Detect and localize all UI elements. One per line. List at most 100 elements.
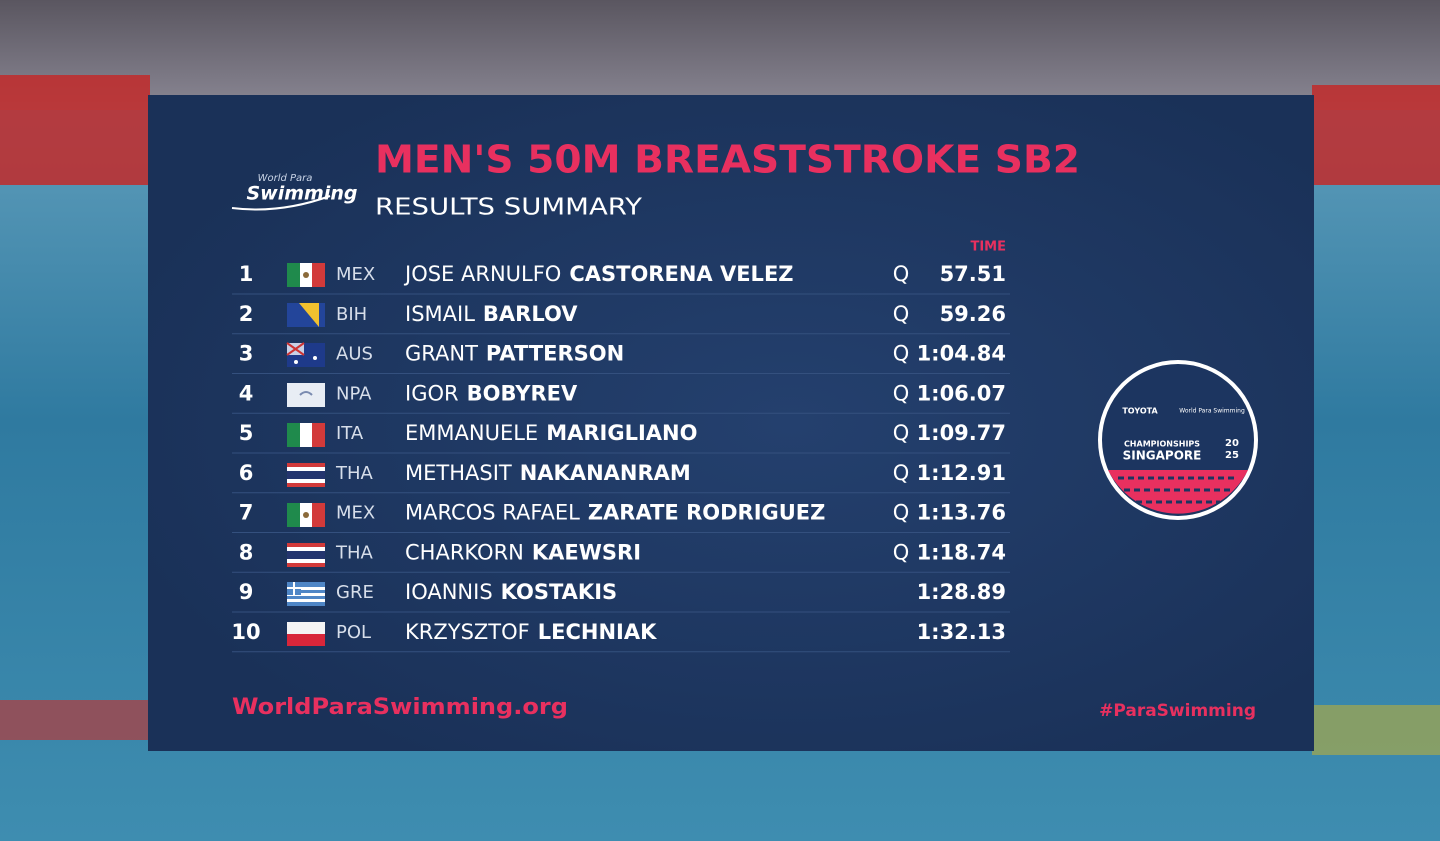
first-name: EMMANUELE: [405, 421, 538, 445]
time: 59.26: [940, 302, 1006, 326]
time: 1:18.74: [917, 540, 1006, 564]
flag: [287, 503, 325, 527]
qualifier: Q: [893, 501, 910, 525]
rank: 2: [239, 302, 254, 326]
rank: 3: [239, 342, 254, 366]
athlete-name: GRANT PATTERSON: [405, 342, 624, 366]
rank: 8: [239, 540, 254, 564]
flag: [287, 383, 325, 407]
last-name: BOBYREV: [467, 381, 578, 405]
rank: 10: [231, 620, 260, 644]
flag: [286, 342, 325, 367]
qualifier: Q: [893, 302, 910, 326]
logo-swoosh: [231, 195, 331, 211]
country-code: THA: [335, 542, 374, 563]
athlete-name: CHARKORN KAEWSRI: [405, 540, 641, 564]
badge-line1: CHAMPIONSHIPS: [1124, 440, 1200, 449]
time: 57.51: [940, 262, 1006, 286]
country-code: NPA: [336, 383, 372, 404]
first-name: METHASIT: [405, 461, 512, 485]
athlete-name: IOANNIS KOSTAKIS: [405, 580, 617, 604]
first-name: IOANNIS: [405, 580, 493, 604]
results-table: 1 MEX JOSE ARNULFO CASTORENA VELEZ Q 57.51 2 BI…: [231, 262, 1010, 653]
last-name: ZARATE RODRIGUEZ: [588, 501, 826, 525]
flag: [287, 263, 325, 287]
flag: [287, 303, 325, 327]
flags: [286, 263, 325, 646]
flag: [287, 622, 325, 646]
flag: [287, 543, 325, 567]
badge-year-top: 20: [1225, 438, 1239, 449]
time: 1:28.89: [917, 580, 1006, 604]
footer-website: WorldParaSwimming.org: [232, 695, 568, 720]
qualifier: Q: [893, 421, 910, 445]
country-code: MEX: [336, 503, 375, 524]
badge-brand: World Para Swimming: [1179, 408, 1245, 415]
athlete-name: KRZYSZTOF LECHNIAK: [405, 620, 657, 644]
athlete-name: IGOR BOBYREV: [405, 381, 578, 405]
first-name: JOSE ARNULFO: [403, 262, 561, 286]
country-code: ITA: [336, 423, 364, 444]
lane-rope: [1312, 85, 1440, 185]
last-name: CASTORENA VELEZ: [569, 262, 793, 286]
rank: 5: [239, 421, 254, 445]
logo-top: World Para: [258, 173, 313, 184]
first-name: CHARKORN: [405, 540, 524, 564]
badge-sponsor: TOYOTA: [1122, 407, 1158, 416]
qualifier: Q: [893, 342, 910, 366]
country-code: AUS: [336, 344, 373, 365]
rank: 7: [239, 501, 254, 525]
time: 1:32.13: [917, 620, 1006, 644]
country-code: POL: [336, 622, 371, 643]
last-name: BARLOV: [483, 302, 578, 326]
qualifier: Q: [893, 381, 910, 405]
championship-badge: TOYOTA World Para Swimming CHAMPIONSHIPS…: [1098, 360, 1258, 520]
time: 1:09.77: [917, 421, 1006, 445]
time: 1:04.84: [917, 342, 1006, 366]
last-name: PATTERSON: [486, 342, 624, 366]
first-name: IGOR: [405, 381, 459, 405]
subtitle: RESULTS SUMMARY: [375, 195, 643, 221]
country-code: BIH: [336, 304, 367, 325]
rank: 1: [239, 262, 254, 286]
time: 1:12.91: [917, 461, 1006, 485]
athlete-name: MARCOS RAFAEL ZARATE RODRIGUEZ: [405, 501, 825, 525]
first-name: GRANT: [405, 342, 478, 366]
lane-rope: [0, 700, 150, 740]
first-name: KRZYSZTOF: [405, 620, 530, 644]
first-name: ISMAIL: [405, 302, 475, 326]
country-code: MEX: [336, 264, 375, 285]
last-name: NAKANANRAM: [520, 461, 691, 485]
first-name: MARCOS RAFAEL: [405, 501, 580, 525]
rank: 4: [239, 381, 254, 405]
badge-year-bottom: 25: [1225, 450, 1239, 461]
logo-bottom: Swimming: [247, 183, 358, 205]
last-name: LECHNIAK: [538, 620, 657, 644]
rank: 9: [239, 580, 254, 604]
title: MEN'S 50M BREASTSTROKE SB2: [375, 138, 1080, 182]
footer-hashtag: #ParaSwimming: [1099, 701, 1256, 721]
qualifier: Q: [893, 262, 910, 286]
background-roof: [0, 0, 1440, 110]
country-code: THA: [335, 463, 374, 484]
flag: [287, 582, 325, 606]
badge-line2: SINGAPORE: [1123, 449, 1202, 463]
last-name: MARIGLIANO: [546, 421, 697, 445]
flag: [287, 423, 325, 447]
qualifier: Q: [893, 540, 910, 564]
flag: [287, 463, 325, 487]
time: 1:13.76: [917, 501, 1006, 525]
last-name: KAEWSRI: [532, 540, 641, 564]
last-name: KOSTAKIS: [501, 580, 617, 604]
time: 1:06.07: [917, 381, 1006, 405]
country-code: GRE: [336, 582, 374, 603]
rank: 6: [239, 461, 254, 485]
athlete-name: ISMAIL BARLOV: [405, 302, 578, 326]
athlete-name: JOSE ARNULFO CASTORENA VELEZ: [403, 262, 794, 286]
athlete-name: EMMANUELE MARIGLIANO: [405, 421, 697, 445]
qualifier: Q: [893, 461, 910, 485]
time-header: TIME: [970, 240, 1006, 255]
athlete-name: METHASIT NAKANANRAM: [405, 461, 691, 485]
